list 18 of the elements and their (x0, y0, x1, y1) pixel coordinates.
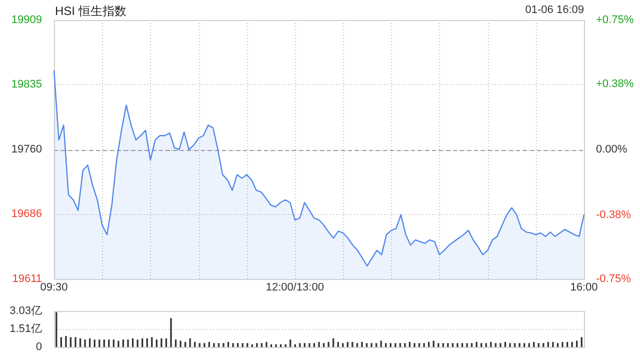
chart-title: HSI 恒生指数 (55, 3, 126, 20)
y-tick-label: 19760 (11, 144, 42, 156)
x-tick-label: 09:30 (40, 282, 68, 294)
y2-tick-label: -0.75% (596, 273, 632, 286)
x-tick-label: 12:00/13:00 (266, 282, 324, 294)
x-tick-label: 16:00 (570, 282, 598, 294)
y-tick-label: 3.03亿 (10, 305, 42, 318)
y-tick-label: 19909 (11, 14, 42, 26)
text: 01-06 16:09 (525, 4, 584, 16)
y-tick-label: 19835 (11, 78, 42, 90)
y2-tick-label: 0.00% (596, 144, 628, 156)
y-tick-label: 1.51亿 (10, 323, 42, 336)
y-tick-label: 19686 (11, 208, 42, 220)
y-tick-label: 0 (36, 341, 42, 354)
y2-tick-label: +0.75% (596, 14, 634, 26)
y-tick-label: 19611 (12, 273, 42, 286)
y2-tick-label: -0.38% (596, 209, 632, 222)
y2-tick-label: +0.38% (596, 78, 634, 90)
